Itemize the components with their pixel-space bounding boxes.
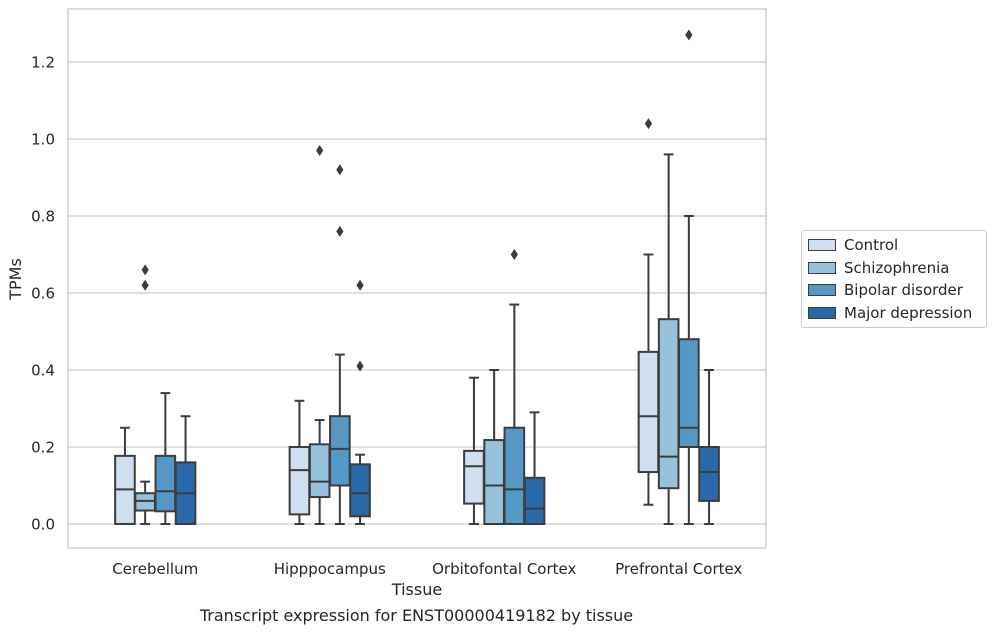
outlier-marker: [356, 360, 364, 372]
legend-item: Bipolar disorder: [808, 279, 980, 302]
legend: Control Schizophrenia Bipolar disorder Majo…: [801, 230, 987, 328]
box-body: [463, 449, 485, 505]
boxes: [114, 29, 720, 526]
box-schizophrenia-3: [657, 153, 680, 525]
box-major-depression-3: [698, 369, 720, 525]
box-control-2: [463, 376, 485, 525]
legend-label: Schizophrenia: [844, 258, 950, 277]
gridlines: [68, 61, 766, 525]
y-tick-label: 1.2: [31, 54, 55, 72]
outlier-marker: [141, 279, 149, 291]
legend-swatch: [808, 261, 836, 274]
x-axis-label: Tissue: [391, 580, 442, 599]
box-body: [523, 476, 546, 525]
x-tick-labels: Cerebellum Hipppocampus Orbitofontal Corte…: [112, 560, 742, 578]
legend-label: Control: [844, 236, 899, 255]
legend-label: Major depression: [844, 303, 973, 322]
box-body: [637, 350, 660, 474]
outlier-marker: [336, 164, 344, 176]
box-body: [288, 446, 311, 516]
x-tick-label: Hipppocampus: [274, 560, 386, 578]
y-tick-label: 0.8: [31, 208, 55, 226]
legend-swatch: [808, 239, 836, 252]
legend-item: Major depression: [808, 302, 980, 325]
chart-caption: Transcript expression for ENST0000041918…: [199, 606, 634, 625]
box-schizophrenia-2: [483, 369, 505, 526]
box-body: [154, 454, 177, 513]
box-control-3: [637, 118, 660, 506]
x-tick-label: Cerebellum: [112, 560, 198, 578]
box-body: [483, 439, 505, 526]
y-tick-label: 0.0: [31, 516, 55, 534]
box-body: [678, 338, 700, 449]
outlier-marker: [356, 279, 364, 291]
y-axis-label: TPMs: [6, 258, 25, 301]
outlier-marker: [510, 249, 518, 260]
legend-label: Bipolar disorder: [844, 281, 963, 300]
box-body: [698, 446, 720, 502]
box-schizophrenia-1: [308, 145, 331, 525]
outlier-marker: [644, 118, 653, 130]
outlier-marker: [316, 145, 324, 157]
x-tick-label: Orbitofontal Cortex: [432, 560, 576, 578]
legend-item: Control: [808, 234, 980, 257]
box-bipolar-disorder-3: [678, 29, 700, 525]
box-control-0: [114, 426, 136, 526]
box-bipolar-disorder-0: [154, 392, 177, 525]
box-control-1: [288, 399, 311, 525]
y-tick-label: 0.4: [31, 362, 55, 380]
outlier-marker: [685, 29, 693, 41]
box-body: [657, 318, 680, 490]
outlier-marker: [336, 225, 344, 237]
box-bipolar-disorder-1: [329, 164, 351, 525]
box-major-depression-0: [174, 415, 197, 525]
outlier-marker: [141, 264, 149, 276]
box-major-depression-2: [523, 411, 546, 525]
box-major-depression-1: [349, 279, 371, 525]
y-tick-label: 0.6: [31, 285, 55, 303]
legend-swatch: [808, 306, 836, 319]
legend-swatch: [808, 284, 836, 297]
box-body: [329, 415, 351, 487]
box-body: [308, 443, 331, 499]
x-tick-label: Prefrontal Cortex: [615, 560, 742, 578]
box-body: [503, 426, 526, 525]
box-schizophrenia-0: [134, 264, 156, 525]
box-bipolar-disorder-2: [503, 249, 526, 525]
y-tick-label: 0.2: [31, 439, 55, 457]
plot-frame: [67, 8, 767, 549]
legend-item: Schizophrenia: [808, 257, 980, 280]
box-body: [349, 463, 371, 518]
y-tick-labels: 0.0 0.2 0.4 0.6 0.8 1.0 1.2: [31, 54, 55, 534]
y-tick-label: 1.0: [31, 131, 55, 149]
